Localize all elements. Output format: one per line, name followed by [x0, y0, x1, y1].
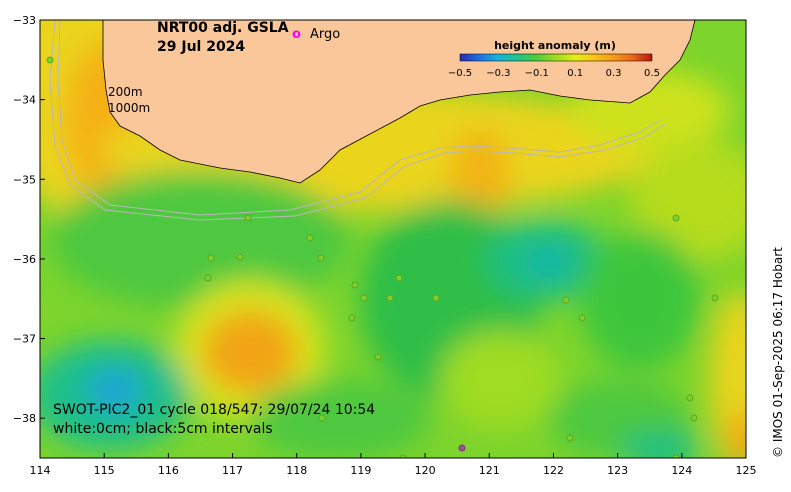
- colorbar-tick-label: −0.3: [486, 68, 510, 79]
- depth-label-1000m: 1000m: [108, 101, 150, 115]
- float-marker: [578, 314, 586, 322]
- y-tick-label: −36: [13, 253, 36, 266]
- colorbar-tick-label: 0.1: [567, 68, 583, 79]
- credit-text: © IMOS 01-Sep-2025 06:17 Hobart: [771, 247, 785, 458]
- float-marker: [204, 274, 212, 282]
- float-marker: [686, 394, 694, 402]
- argo-legend-marker: o: [292, 27, 301, 42]
- x-tick-label: 123: [607, 464, 628, 477]
- x-tick-label: 125: [736, 464, 757, 477]
- float-marker: [432, 294, 440, 302]
- float-marker: [236, 253, 244, 261]
- swath-info-line-1: SWOT-PIC2_01 cycle 018/547; 29/07/24 10:…: [53, 402, 375, 418]
- x-tick-label: 116: [158, 464, 179, 477]
- float-marker: [395, 274, 403, 282]
- colorbar-tick-label: 0.3: [606, 68, 622, 79]
- float-marker: [672, 214, 680, 222]
- float-markers: [46, 56, 719, 458]
- float-marker: [711, 294, 719, 302]
- float-marker: [458, 444, 466, 452]
- float-marker: [46, 56, 54, 64]
- float-marker: [562, 296, 570, 304]
- float-marker: [317, 254, 325, 262]
- x-tick-label: 118: [286, 464, 307, 477]
- float-marker: [306, 234, 314, 242]
- isobath-200m: [57, 20, 661, 216]
- float-marker: [374, 353, 382, 361]
- x-tick-label: 121: [479, 464, 500, 477]
- y-tick-label: −38: [13, 412, 36, 425]
- latitude-axis: −33 −34 −35 −36 −37 −38: [13, 14, 45, 425]
- colorbar-tick-label: −0.1: [525, 68, 549, 79]
- float-marker: [566, 434, 574, 442]
- colorbar-title: height anomaly (m): [494, 39, 616, 52]
- colorbar-bar: [459, 53, 653, 62]
- y-tick-label: −37: [13, 333, 36, 346]
- y-tick-label: −34: [13, 94, 36, 107]
- float-marker: [318, 414, 326, 422]
- x-tick-label: 124: [671, 464, 692, 477]
- x-tick-label: 119: [350, 464, 371, 477]
- plot-frame: [39, 19, 747, 459]
- x-tick-label: 122: [543, 464, 564, 477]
- float-marker: [244, 214, 252, 222]
- swath-info-line-2: white:0cm; black:5cm intervals: [53, 421, 273, 437]
- float-marker: [399, 454, 407, 458]
- argo-legend-label: Argo: [310, 27, 340, 42]
- isobath-1000m: [49, 20, 666, 221]
- map-date: 29 Jul 2024: [157, 39, 245, 55]
- colorbar: height anomaly (m) −0.5 −0.3 −0.1 0.1 0.3 0.5: [448, 39, 660, 79]
- float-marker: [348, 314, 356, 322]
- float-marker: [386, 294, 394, 302]
- x-tick-label: 114: [30, 464, 51, 477]
- float-marker: [351, 281, 359, 289]
- x-tick-label: 120: [415, 464, 436, 477]
- float-marker: [690, 414, 698, 422]
- x-tick-label: 115: [94, 464, 115, 477]
- longitude-axis: 114 115 116 117 118 119 120 121 122 123 124 125: [30, 453, 757, 477]
- y-tick-label: −33: [13, 14, 36, 27]
- depth-label-200m: 200m: [108, 85, 143, 99]
- colorbar-tick-label: 0.5: [644, 68, 660, 79]
- float-marker: [207, 254, 215, 262]
- map-title: NRT00 adj. GSLA: [157, 20, 289, 36]
- float-marker: [672, 454, 680, 458]
- x-tick-label: 117: [222, 464, 243, 477]
- y-tick-label: −35: [13, 173, 36, 186]
- colorbar-tick-label: −0.5: [448, 68, 472, 79]
- float-marker: [360, 294, 368, 302]
